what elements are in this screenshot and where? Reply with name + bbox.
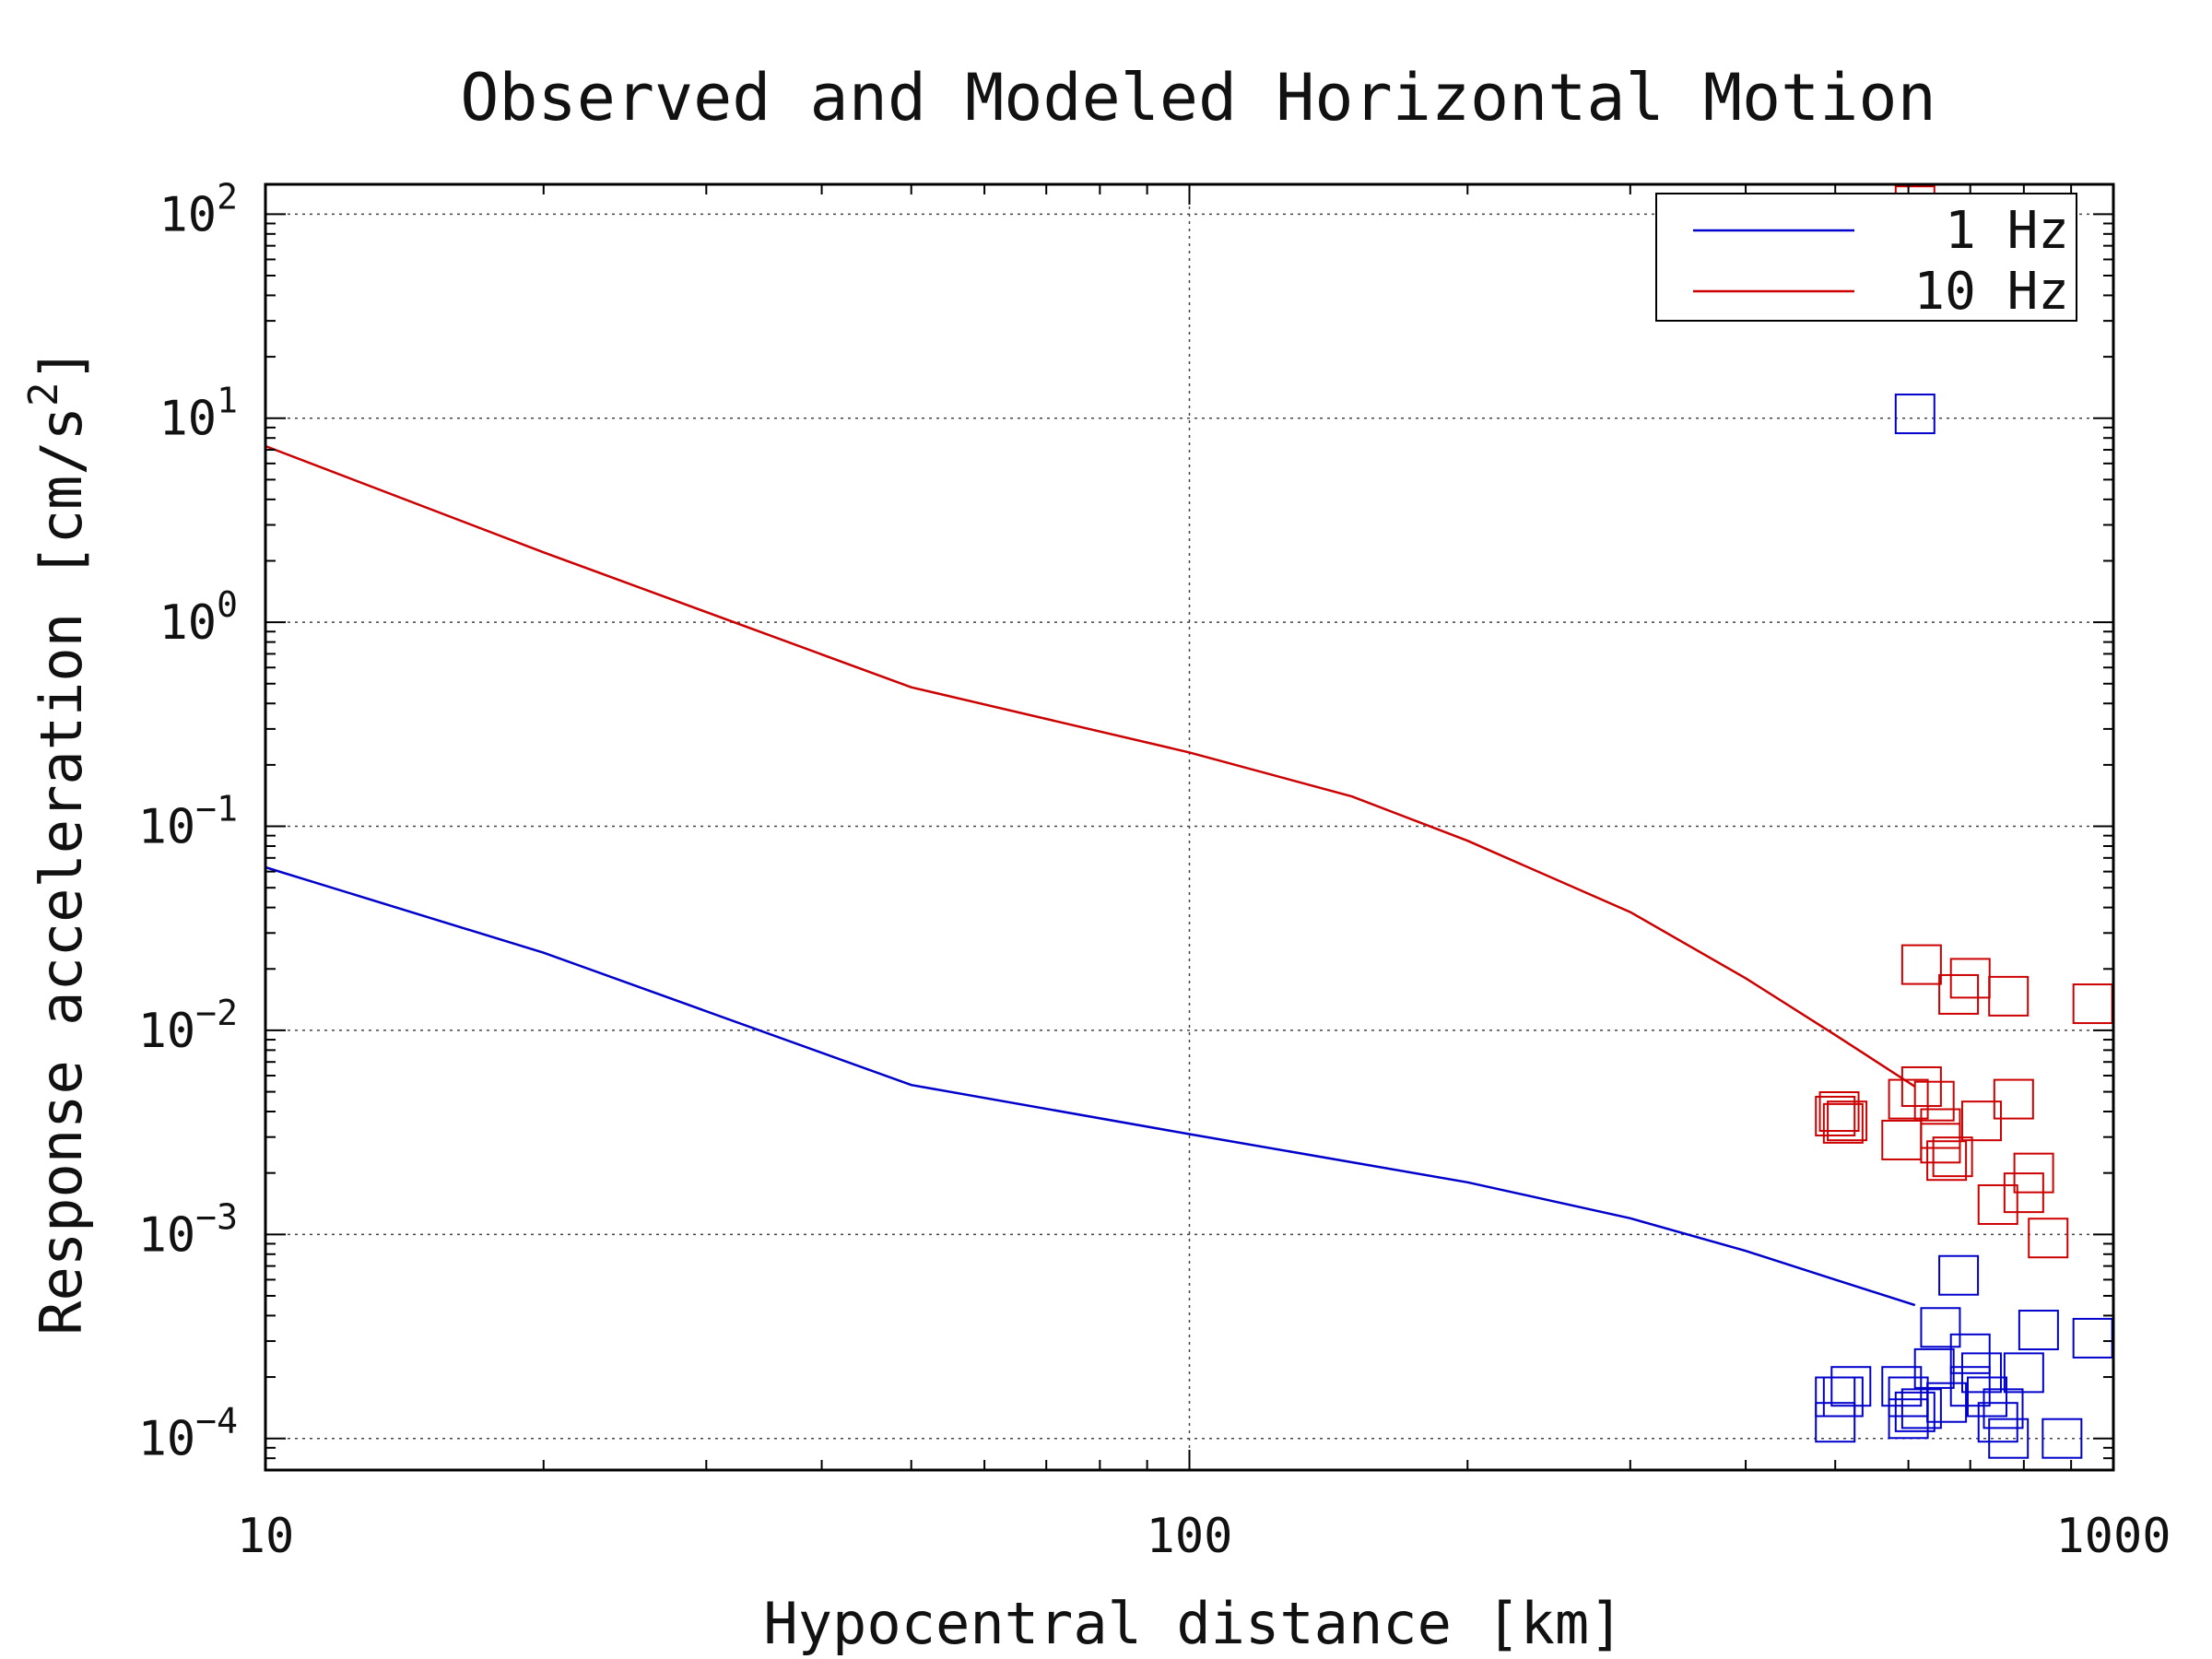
x-tick-label: 10 bbox=[237, 1509, 295, 1564]
observed-point-10-hz bbox=[1960, 1100, 2002, 1142]
observed-point-1-hz bbox=[1830, 1366, 1872, 1407]
x-axis-ticks: 10 100 1000 bbox=[237, 1509, 2171, 1564]
y-tick-label: 10−4 bbox=[138, 1401, 238, 1467]
observed-point-10-hz bbox=[1913, 1080, 1955, 1122]
observed-point-10-hz bbox=[1926, 1140, 1968, 1182]
observed-point-1-hz bbox=[1894, 394, 1936, 435]
observed-point-1-hz bbox=[2041, 1418, 2083, 1459]
y-tick-base: 10 bbox=[138, 1207, 196, 1263]
legend-label: 10 Hz bbox=[1913, 262, 2069, 322]
legend-box bbox=[1655, 193, 2077, 322]
y-tick-base: 10 bbox=[138, 800, 196, 855]
observed-point-10-hz bbox=[1920, 1123, 1961, 1164]
observed-point-10-hz bbox=[1822, 1102, 1864, 1144]
frame-ticks bbox=[265, 184, 2114, 1471]
y-tick-base: 10 bbox=[159, 187, 217, 242]
observed-point-1-hz bbox=[1988, 1418, 2030, 1459]
observed-point-1-hz bbox=[1977, 1402, 2018, 1443]
y-axis-label-main: Response acceleration [cm/s bbox=[28, 406, 95, 1335]
observed-point-1-hz bbox=[1822, 1376, 1864, 1418]
series-line-1-hz bbox=[265, 865, 1916, 1307]
observed-markers bbox=[1815, 185, 2113, 1459]
observed-point-1-hz bbox=[2003, 1352, 2044, 1394]
observed-point-10-hz bbox=[2013, 1152, 2054, 1194]
observed-point-10-hz bbox=[1938, 973, 1980, 1015]
y-tick-exp: −3 bbox=[195, 1196, 238, 1237]
observed-point-1-hz bbox=[2018, 1310, 2059, 1351]
observed-point-1-hz bbox=[1949, 1366, 1991, 1407]
y-tick-label: 10−2 bbox=[138, 993, 238, 1059]
observed-point-1-hz bbox=[1913, 1347, 1955, 1389]
observed-point-10-hz bbox=[1827, 1100, 1868, 1142]
series-line-10-hz bbox=[265, 444, 1916, 1088]
observed-point-10-hz bbox=[1888, 1078, 1929, 1120]
observed-point-10-hz bbox=[1900, 944, 1942, 985]
y-tick-base: 10 bbox=[159, 595, 217, 651]
y-axis-label-sup: 2 bbox=[20, 382, 67, 406]
y-axis-label-end: ] bbox=[28, 347, 95, 382]
observed-point-1-hz bbox=[1894, 1391, 1936, 1432]
observed-point-1-hz bbox=[1815, 1402, 1856, 1443]
y-tick-exp: 2 bbox=[217, 176, 238, 217]
observed-point-10-hz bbox=[1932, 1136, 1973, 1178]
y-tick-label: 102 bbox=[159, 176, 238, 242]
grid bbox=[265, 184, 2113, 1470]
observed-point-10-hz bbox=[1818, 1091, 1860, 1133]
y-tick-exp: −2 bbox=[195, 993, 238, 1033]
y-tick-exp: 1 bbox=[217, 381, 238, 421]
y-axis-label: Response acceleration [cm/s2] bbox=[20, 347, 95, 1335]
observed-point-10-hz bbox=[1977, 1183, 2018, 1225]
observed-point-10-hz bbox=[1900, 1065, 1942, 1107]
x-axis-label: Hypocentral distance [km] bbox=[763, 1590, 1623, 1657]
observed-point-1-hz bbox=[1966, 1376, 2007, 1418]
series-lines bbox=[265, 444, 1916, 1307]
y-tick-label: 100 bbox=[159, 584, 238, 651]
y-tick-base: 10 bbox=[138, 1004, 196, 1059]
y-tick-label: 10−3 bbox=[138, 1196, 238, 1263]
observed-point-10-hz bbox=[1815, 1095, 1856, 1136]
observed-point-1-hz bbox=[1960, 1352, 2002, 1394]
observed-point-1-hz bbox=[1920, 1307, 1961, 1348]
y-tick-label: 10−1 bbox=[138, 789, 238, 855]
y-tick-exp: 0 bbox=[217, 584, 238, 625]
y-tick-exp: −4 bbox=[195, 1401, 238, 1441]
legend-label: 1 Hz bbox=[1945, 201, 2069, 261]
observed-point-1-hz bbox=[1900, 1388, 1942, 1430]
x-tick-label: 1000 bbox=[2055, 1509, 2171, 1564]
x-tick-label: 100 bbox=[1147, 1509, 1233, 1564]
y-tick-base: 10 bbox=[159, 392, 217, 447]
observed-point-10-hz bbox=[1988, 975, 2030, 1017]
chart-title: Observed and Modeled Horizontal Motion bbox=[460, 60, 1936, 135]
y-tick-base: 10 bbox=[138, 1412, 196, 1467]
observed-point-10-hz bbox=[2028, 1218, 2069, 1259]
y-tick-exp: −1 bbox=[195, 789, 238, 830]
observed-point-1-hz bbox=[1926, 1382, 1968, 1423]
observed-point-10-hz bbox=[1993, 1078, 2034, 1120]
observed-point-1-hz bbox=[1983, 1388, 2024, 1430]
y-tick-label: 101 bbox=[159, 381, 238, 447]
observed-point-1-hz bbox=[1938, 1254, 1980, 1296]
